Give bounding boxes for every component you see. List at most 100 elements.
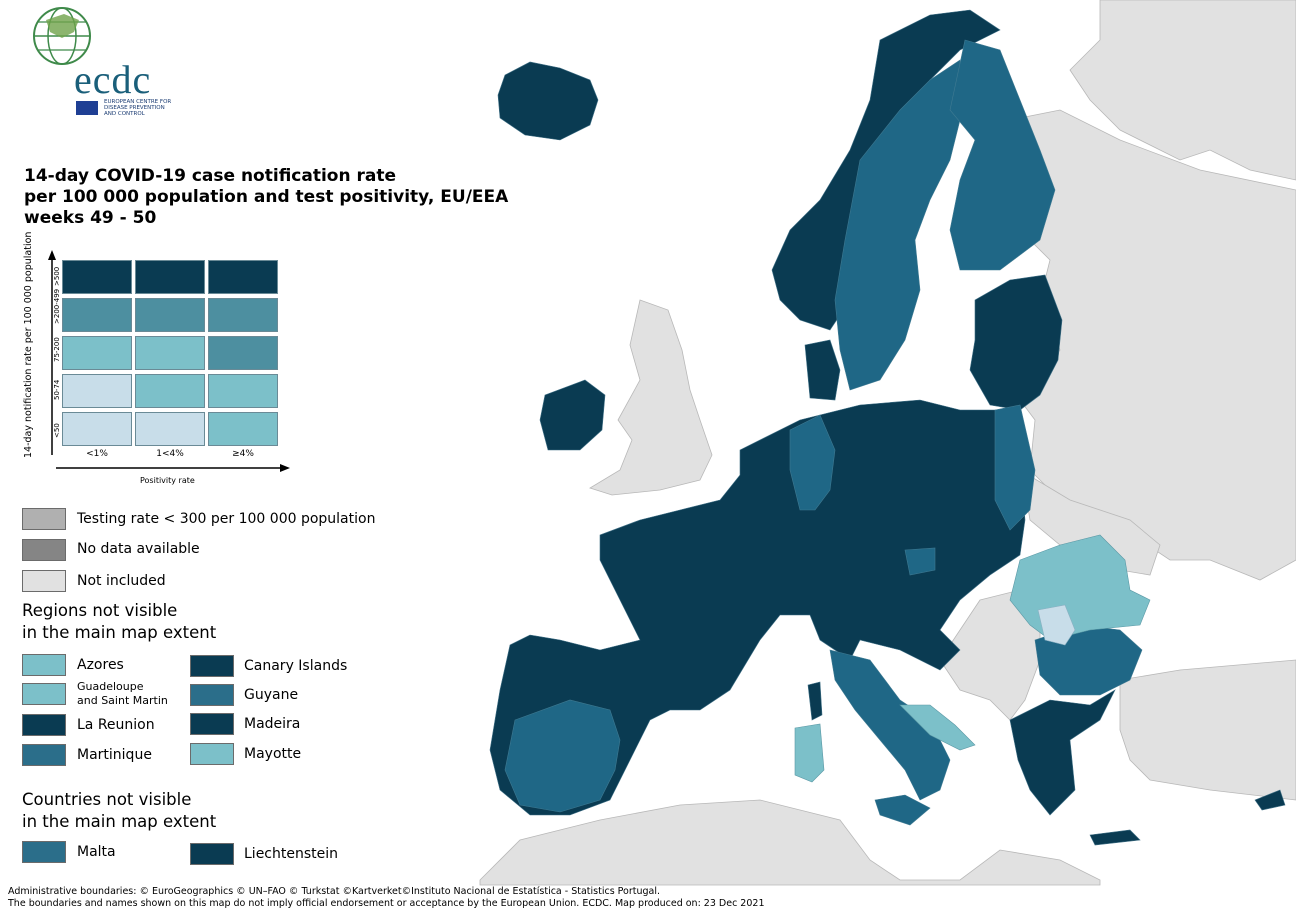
title-line-3: weeks 49 - 50 — [24, 208, 157, 228]
romania-southwest — [1037, 604, 1076, 646]
footer-notes: Administrative boundaries: © EuroGeograp… — [8, 886, 765, 910]
countries-heading: Countries not visible in the main map ex… — [22, 789, 216, 833]
y-tick-label: >500 — [53, 266, 61, 286]
no-data-swatch — [22, 539, 66, 561]
y-axis-arrow — [48, 250, 56, 455]
matrix-cell-r4-c0 — [62, 412, 132, 446]
baltic-states — [969, 274, 1063, 411]
y-tick-label: >200-499 — [53, 288, 61, 324]
austria-part — [904, 547, 936, 576]
greece — [1009, 689, 1116, 816]
denmark — [804, 339, 841, 401]
north-africa — [479, 799, 1101, 886]
testing-rate-label: Testing rate < 300 per 100 000 populatio… — [77, 511, 376, 527]
turkey — [1119, 659, 1296, 801]
matrix-cell-r1-c1 — [135, 298, 205, 332]
matrix-cell-r3-c1 — [135, 374, 205, 408]
matrix-cell-r3-c0 — [62, 374, 132, 408]
matrix-cell-r1-c2 — [208, 298, 278, 332]
corsica — [807, 681, 823, 721]
matrix-cell-r4-c1 — [135, 412, 205, 446]
countries-heading-line-2: in the main map extent — [22, 812, 217, 831]
countries-heading-line-1: Countries not visible — [22, 790, 192, 809]
y-axis-title: 14-day notification rate per 100 000 pop… — [23, 231, 34, 458]
matrix-cell-r0-c1 — [135, 260, 205, 294]
mayotte-swatch — [190, 743, 234, 765]
crete — [1089, 829, 1141, 846]
matrix-cell-r3-c2 — [208, 374, 278, 408]
regions-heading: Regions not visible in the main map exte… — [22, 600, 216, 644]
svalbard-greenland-area — [1069, 0, 1296, 181]
madeira-swatch — [190, 713, 234, 735]
bivariate-legend-matrix — [58, 258, 280, 448]
y-tick-label: <50 — [53, 423, 61, 438]
spain-central — [504, 699, 621, 813]
la-reunion-swatch — [22, 714, 66, 736]
guadeloupe-label-line-2: and Saint Martin — [77, 694, 168, 707]
logo-text: ecdc — [74, 57, 152, 102]
azores-swatch — [22, 654, 66, 676]
not-included-swatch — [22, 570, 66, 592]
matrix-cell-r4-c2 — [208, 412, 278, 446]
y-tick-label: 50-74 — [53, 379, 61, 400]
x-axis-arrow — [56, 464, 290, 472]
logo-subtitle: EUROPEAN CENTRE FOR DISEASE PREVENTION A… — [104, 99, 172, 117]
finland — [949, 39, 1056, 271]
continent-core — [489, 399, 1026, 816]
matrix-cell-r2-c2 — [208, 336, 278, 370]
matrix-cell-r1-c0 — [62, 298, 132, 332]
x-tick-label: 1<4% — [156, 449, 184, 459]
guadeloupe-label-line-1: Guadeloupe — [77, 680, 144, 693]
y-tick-label: 75-200 — [53, 337, 61, 362]
azores-label: Azores — [77, 657, 124, 673]
mayotte-label: Mayotte — [244, 746, 302, 762]
iceland — [497, 61, 599, 141]
lithuania-poland-east — [994, 404, 1036, 531]
malta-label: Malta — [77, 844, 116, 860]
title-line-1: 14-day COVID-19 case notification rate — [24, 166, 397, 186]
eu-flag-icon — [76, 101, 98, 115]
matrix-cell-r0-c0 — [62, 260, 132, 294]
ecdc-logo: ecdc EUROPEAN CENTRE FOR DISEASE PREVENT… — [24, 6, 171, 117]
matrix-cell-r2-c1 — [135, 336, 205, 370]
not-included-label: Not included — [77, 573, 166, 589]
ireland — [539, 379, 606, 451]
regions-heading-line-2: in the main map extent — [22, 623, 217, 642]
uk — [589, 299, 713, 496]
madeira-label: Madeira — [244, 716, 301, 732]
sardinia — [794, 723, 825, 783]
canary-islands-label: Canary Islands — [244, 658, 348, 674]
regions-heading-line-1: Regions not visible — [22, 601, 178, 620]
la-reunion-label: La Reunion — [77, 717, 155, 733]
southern-italy-part — [899, 704, 976, 751]
x-axis-title: Positivity rate — [140, 476, 195, 485]
medium-regions — [504, 39, 1143, 826]
cyprus — [1254, 789, 1286, 811]
malta-swatch — [22, 841, 66, 863]
x-tick-label: ≥4% — [232, 449, 254, 459]
martinique-label: Martinique — [77, 747, 152, 763]
footer-line-1: Administrative boundaries: © EuroGeograp… — [8, 886, 661, 897]
guadeloupe-label: Guadeloupe and Saint Martin — [77, 680, 168, 708]
footer-line-2: The boundaries and names shown on this m… — [8, 898, 765, 909]
not-included-areas — [479, 0, 1296, 886]
testing-rate-swatch — [22, 508, 66, 530]
map-title: 14-day COVID-19 case notification rate p… — [24, 166, 524, 229]
canary-islands-swatch — [190, 655, 234, 677]
guyane-label: Guyane — [244, 687, 299, 703]
italy — [829, 649, 951, 801]
liechtenstein-label: Liechtenstein — [244, 846, 339, 862]
germany-west — [789, 414, 836, 511]
sweden — [834, 59, 961, 391]
no-data-label: No data available — [77, 541, 200, 557]
guadeloupe-swatch — [22, 683, 66, 705]
x-tick-label: <1% — [86, 449, 108, 459]
matrix-cell-r0-c2 — [208, 260, 278, 294]
title-line-2: per 100 000 population and test positivi… — [24, 187, 509, 207]
sicily — [874, 794, 931, 826]
matrix-cell-r2-c0 — [62, 336, 132, 370]
guyane-swatch — [190, 684, 234, 706]
dark-regions — [489, 9, 1286, 846]
martinique-swatch — [22, 744, 66, 766]
